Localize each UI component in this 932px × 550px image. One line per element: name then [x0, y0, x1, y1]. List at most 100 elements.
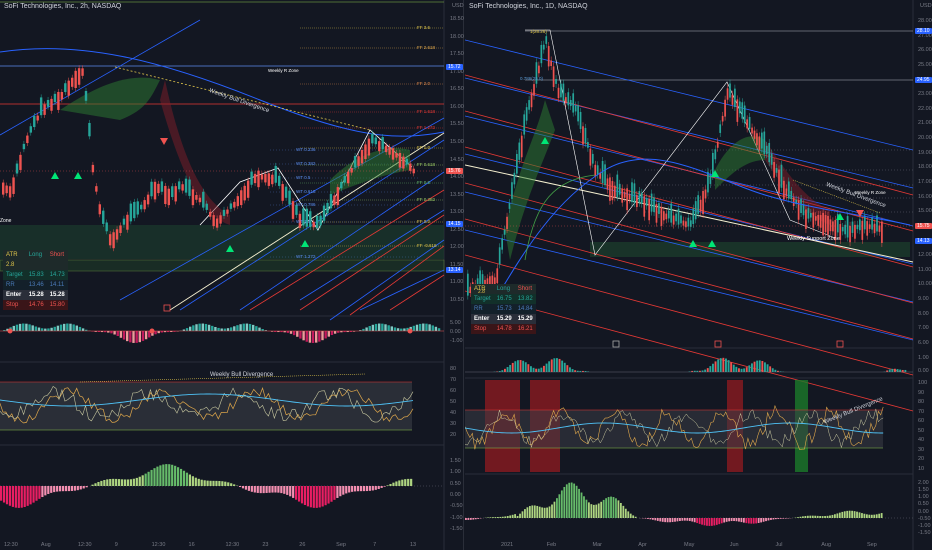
channel-line [0, 19, 201, 136]
oscillator-bar [337, 331, 340, 333]
candle-body [817, 214, 820, 226]
axis-tick-label: 13.50 [450, 191, 464, 198]
support-zone-box [0, 259, 445, 272]
macd-bar [179, 468, 183, 486]
candle-body [822, 212, 824, 236]
fib-level-label: FF 0.0 [417, 219, 431, 224]
macd-bar [750, 518, 753, 524]
candle-body [50, 98, 53, 111]
event-marker-icon [612, 340, 620, 348]
right-chart-panel[interactable]: SoFi Technologies, Inc., 1D, NASDAQ USD … [465, 0, 932, 550]
macd-bar [718, 518, 721, 525]
macd-bar [870, 514, 873, 518]
oscillator-bar [437, 328, 441, 331]
left-weekly-zone-label: Weekly R Zone [268, 68, 299, 73]
candle-body [736, 99, 739, 122]
candle-body [81, 68, 84, 76]
macd-bar [162, 464, 165, 486]
oscillator-bar [498, 371, 501, 372]
oscillator-bar [771, 368, 774, 372]
oscillator-bar [154, 331, 157, 335]
oscillator-bar [97, 331, 101, 333]
macd-bar [853, 511, 856, 518]
macd-bar [67, 486, 71, 492]
macd-bar [543, 507, 546, 518]
macd-bar [752, 518, 755, 524]
event-marker-icon [836, 340, 844, 348]
oscillator-bar [381, 323, 384, 331]
candle-body [707, 171, 709, 193]
candle-body [357, 156, 360, 166]
trend-line [465, 164, 914, 263]
macd-bar [218, 480, 221, 486]
candle-body [702, 190, 704, 214]
candle-body [71, 77, 74, 87]
channel-line [465, 39, 914, 151]
oscillator-bar [735, 366, 738, 372]
oscillator-bar [34, 326, 38, 331]
candle-body [133, 201, 136, 219]
macd-bar [779, 518, 782, 519]
candle-body [863, 215, 866, 230]
candle-body [761, 132, 763, 149]
left-chart-panel[interactable]: SoFi Technologies, Inc., 2h, NASDAQ USD … [0, 0, 464, 550]
candle-body [271, 174, 274, 185]
right-support-zone-label: Weekly Support Zone [787, 236, 840, 242]
candle-body [343, 176, 346, 183]
oscillator-bar [166, 331, 170, 333]
candle-body [498, 247, 501, 265]
macd-bar [627, 511, 630, 518]
macd-bar [356, 486, 360, 492]
candle-body [795, 199, 797, 205]
oscillator-bar [387, 325, 390, 331]
oscillator-bar [81, 328, 85, 331]
oscillator-bar [714, 361, 717, 372]
oscillator-bar [343, 331, 346, 333]
macd-bar [802, 516, 804, 518]
fib-level-label: FF 2.618 [417, 45, 436, 50]
macd-bar [53, 486, 56, 493]
right-enter-label: Enter [471, 314, 494, 324]
macd-bar [215, 480, 218, 486]
right-rr-long: 15.73 [493, 304, 515, 314]
macd-bar [345, 486, 348, 494]
candle-body [743, 105, 746, 124]
candle-body [493, 277, 496, 288]
channel-line [465, 74, 914, 196]
axis-tick-label: -1.00 [450, 514, 463, 521]
axis-tick-label: 20 [918, 456, 925, 463]
oscillator-bar [141, 331, 145, 341]
oscillator-bar [514, 361, 517, 372]
channel-line [119, 117, 445, 301]
axis-tick-label: 10.00 [918, 281, 932, 288]
candle-body [689, 220, 692, 227]
candle-body [829, 219, 832, 232]
right-chart-canvas[interactable] [465, 0, 932, 550]
oscillator-bar [725, 358, 727, 372]
oscillator-band [465, 410, 883, 448]
candle-body [626, 188, 628, 211]
axis-tick-label: 0.00 [918, 508, 929, 515]
candle-body [188, 179, 191, 196]
candle-body [579, 111, 582, 129]
oscillator-bar [280, 331, 283, 333]
oscillator-bar [129, 331, 132, 343]
candle-body [12, 177, 15, 194]
channel-line [465, 229, 914, 341]
left-target-short: 14.73 [46, 270, 68, 280]
zigzag-line [199, 129, 413, 231]
left-chart-canvas[interactable] [0, 0, 464, 550]
macd-bar [120, 479, 124, 486]
axis-tick-label: 10.50 [450, 297, 464, 303]
channel-line [359, 269, 445, 311]
macd-bar [26, 486, 29, 506]
oscillator-bar [384, 324, 387, 331]
oscillator-bar [220, 328, 223, 331]
candle-body [215, 218, 219, 228]
candle-body [533, 84, 535, 96]
candle-body [481, 274, 484, 289]
candle-body [557, 87, 560, 99]
macd-bar [44, 486, 47, 496]
buy-signal-icon [51, 172, 59, 179]
macd-bar [253, 486, 256, 493]
